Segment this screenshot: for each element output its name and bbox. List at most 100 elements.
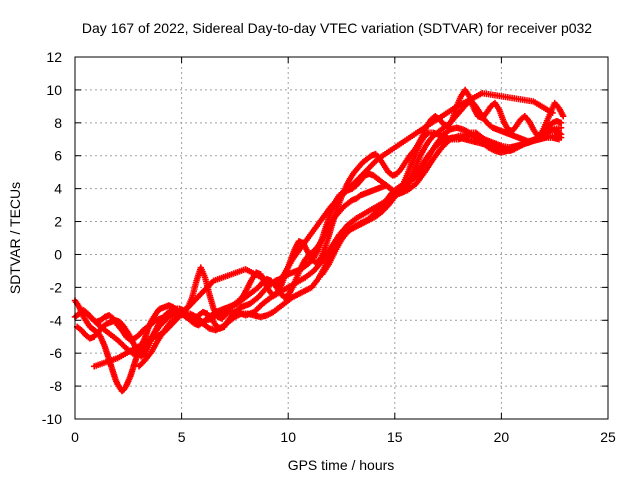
x-tick-label: 15 xyxy=(387,429,403,445)
data-point-fill xyxy=(274,290,282,297)
data-point-fill xyxy=(555,124,563,132)
data-point-fill xyxy=(350,170,357,178)
data-point-fill xyxy=(112,355,119,363)
data-point-fill xyxy=(401,160,408,168)
data-point-fill xyxy=(421,124,429,131)
data-point-fill xyxy=(72,298,80,306)
data-point-fill xyxy=(413,142,421,150)
data-point-fill xyxy=(200,272,208,279)
data-point-fill xyxy=(206,316,213,323)
y-tick-label: 8 xyxy=(54,115,62,131)
data-point-fill xyxy=(326,246,333,253)
data-point-fill xyxy=(382,204,390,211)
data-point-fill xyxy=(424,139,432,146)
data-point-fill xyxy=(238,294,246,301)
y-axis-label: SDTVAR / TECUs xyxy=(7,182,23,294)
x-tick-label: 0 xyxy=(71,429,79,445)
y-tick-label: 12 xyxy=(46,49,62,65)
data-point-fill xyxy=(124,328,131,335)
data-point-fill xyxy=(353,165,361,173)
data-point-fill xyxy=(343,223,350,230)
data-point-fill xyxy=(379,160,387,168)
data-point-fill xyxy=(529,124,536,131)
data-point-fill xyxy=(465,91,472,99)
data-point-fill xyxy=(481,111,489,118)
data-point-fill xyxy=(539,132,546,139)
data-point-fill xyxy=(528,97,535,105)
data-point-fill xyxy=(208,279,216,286)
data-point-fill xyxy=(209,303,217,311)
plot-frame xyxy=(74,56,609,420)
data-point-fill xyxy=(126,374,133,382)
grid xyxy=(75,57,608,419)
data-point-fill xyxy=(513,143,520,150)
data-point-fill xyxy=(428,157,436,164)
data-point-fill xyxy=(104,328,111,336)
data-point-fill xyxy=(416,154,423,161)
data-point-fill xyxy=(351,216,358,223)
y-tick-label: -6 xyxy=(50,345,63,361)
data-point-fill xyxy=(262,312,269,319)
data-point-fill xyxy=(418,134,425,141)
data-point-fill xyxy=(93,330,101,337)
data-point-fill xyxy=(499,116,507,123)
data-point-fill xyxy=(368,206,375,213)
data-point-fill xyxy=(426,151,434,158)
data-point-fill xyxy=(487,138,495,146)
data-point-fill xyxy=(159,329,166,337)
data-point-fill xyxy=(313,244,320,252)
x-axis-label: GPS time / hours xyxy=(288,457,395,473)
data-point-fill xyxy=(83,318,90,326)
data-point-fill xyxy=(231,308,239,315)
data-point-fill xyxy=(247,277,255,284)
data-point-fill xyxy=(128,368,136,375)
data-point-fill xyxy=(215,311,222,318)
data-point-fill xyxy=(151,312,159,319)
data-point-fill xyxy=(333,207,340,214)
data-point-fill xyxy=(449,105,456,113)
data-point-fill xyxy=(329,220,336,227)
data-point-fill xyxy=(291,280,299,287)
data-point-fill xyxy=(192,279,200,287)
data-point-fill xyxy=(360,211,367,218)
y-tick-label: 2 xyxy=(54,214,62,230)
data-point-fill xyxy=(98,336,106,344)
data-point-fill xyxy=(458,106,465,113)
data-point-fill xyxy=(324,235,332,242)
x-tick-label: 5 xyxy=(178,429,186,445)
data-point-fill xyxy=(479,135,486,142)
data-point-fill xyxy=(121,384,129,391)
data-point-fill xyxy=(511,124,519,131)
data-point-fill xyxy=(308,269,316,276)
data-point-fill xyxy=(407,161,415,168)
data-point-fill xyxy=(559,111,566,118)
x-tick-label: 20 xyxy=(494,429,510,445)
data-point-fill xyxy=(283,285,290,292)
data-point-fill xyxy=(330,249,338,257)
data-point-fill xyxy=(303,246,310,253)
data-point-fill xyxy=(296,266,304,273)
data-point-fill xyxy=(456,95,464,102)
data-point-fill xyxy=(496,141,503,149)
data-point-fill xyxy=(453,133,461,140)
y-tick-label: -8 xyxy=(50,378,63,394)
data-point-fill xyxy=(394,191,401,198)
data-point-fill xyxy=(139,359,146,366)
data-point-fill xyxy=(373,157,380,164)
y-tick-label: -10 xyxy=(42,411,62,427)
data-point-fill xyxy=(547,108,555,116)
data-point-fill xyxy=(100,341,108,349)
data-point-fill xyxy=(189,314,196,321)
data-point-fill xyxy=(420,145,427,153)
data-point-fill xyxy=(405,154,412,161)
x-axis-tick-labels: 0 5 10 15 20 25 xyxy=(71,429,616,445)
data-point-fill xyxy=(495,104,502,112)
data-point-fill xyxy=(470,132,477,139)
data-point-fill xyxy=(554,103,561,110)
data-point-fill xyxy=(109,368,117,375)
data-point-fill xyxy=(266,295,273,302)
x-tick-label: 10 xyxy=(280,429,296,445)
data-point-fill xyxy=(272,281,279,288)
data-point-fill xyxy=(111,374,119,382)
